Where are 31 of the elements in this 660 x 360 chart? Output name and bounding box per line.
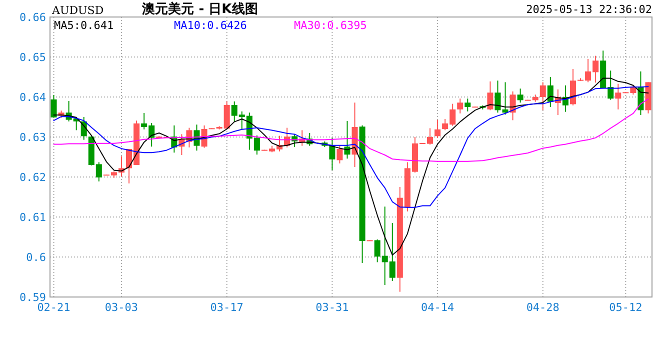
y-tick-label: 0.59	[20, 291, 46, 304]
annotation: AUDUSD	[51, 4, 104, 17]
x-tick-label: 03-17	[210, 301, 244, 314]
chart-title: 澳元美元 - 日K线图	[141, 1, 258, 17]
candlestick	[464, 98, 471, 112]
candlestick	[434, 119, 441, 138]
candlestick	[329, 137, 336, 171]
y-tick-label: 0.62	[20, 171, 46, 184]
candlestick	[457, 98, 464, 114]
text: 2025-05-13 22:36:02	[526, 3, 652, 16]
candlestick	[50, 94, 57, 118]
text: MA30:0.6395	[294, 19, 367, 32]
x-tick-label: 03-03	[104, 301, 138, 314]
y-tick-label: 0.63	[20, 131, 46, 144]
y-tick-label: 0.61	[20, 211, 46, 224]
candlestick	[517, 88, 524, 104]
candlestick	[487, 80, 494, 111]
y-tick-label: 0.66	[20, 11, 46, 24]
x-tick-label: 04-28	[526, 301, 560, 314]
y-tick-label: 0.6	[26, 251, 46, 264]
x-tick-label: 02-21	[37, 301, 70, 314]
candlestick	[336, 145, 343, 164]
candlestick	[540, 82, 546, 111]
x-tick-label: 03-31	[316, 301, 349, 314]
x-tick-label: 04-14	[420, 301, 454, 314]
candlestick	[494, 80, 501, 114]
y-tick-label: 0.64	[20, 91, 46, 104]
x-tick-label: 05-12	[609, 301, 642, 314]
text: MA5:0.641	[54, 19, 114, 32]
text: MA10:0.6426	[174, 19, 247, 32]
y-tick-label: 0.65	[20, 51, 46, 64]
